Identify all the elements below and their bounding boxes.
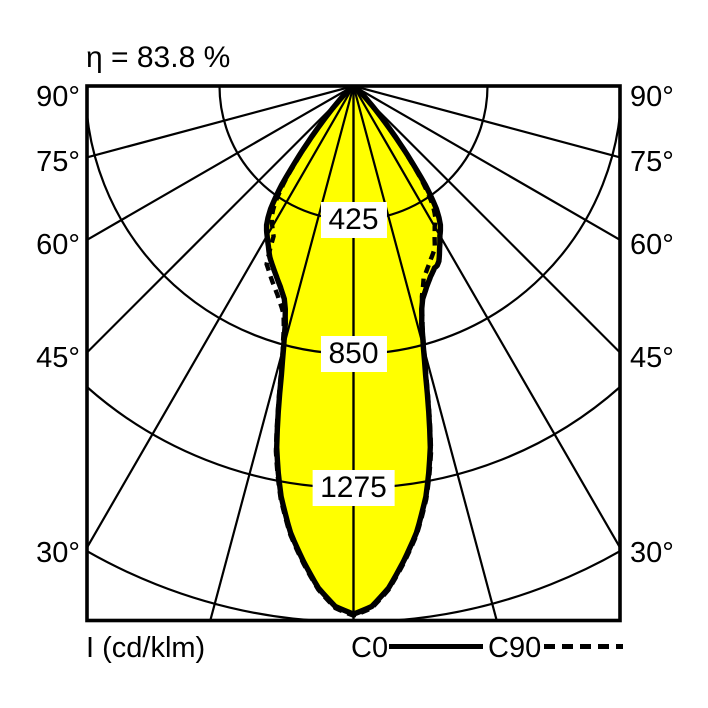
intensity-arc-label-425: 425 [320,202,387,238]
intensity-arc-label-1275: 1275 [312,470,395,506]
legend-c0-label: C0 [351,632,389,664]
angle-gridline-60 [352,86,620,242]
angle-gridline-45 [87,86,355,355]
intensity-axis-label: I (cd/klm) [86,632,206,664]
c0-curve [263,86,444,617]
plot-border [85,84,622,623]
angle-label-right-75: 75° [630,146,674,178]
angle-label-left-75: 75° [36,146,80,178]
legend-c90-label: C90 [488,632,542,664]
angle-label-left-60: 60° [36,229,80,261]
angle-gridline-60 [87,86,355,242]
angle-gridline-45 [352,86,620,355]
angle-label-right-45: 45° [630,342,674,374]
beam-curves [263,86,444,619]
intensity-arc-label-850: 850 [320,336,387,372]
angle-label-left-45: 45° [36,342,80,374]
angle-gridline-75 [353,86,620,159]
angle-gridline-75 [87,86,354,159]
efficiency-title: η = 83.8 % [86,41,231,74]
legend-c0-line-swatch [389,644,483,649]
angle-label-left-30: 30° [36,537,80,569]
angle-gridline-15 [209,86,355,621]
angle-gridline-30 [87,86,355,550]
angle-label-right-90: 90° [630,81,674,113]
legend-c90-line-swatch [544,644,623,649]
angle-gridline-30 [352,86,620,550]
angle-gridline-15 [352,86,498,621]
angle-label-right-30: 30° [630,537,674,569]
angle-label-right-60: 60° [630,229,674,261]
angle-label-left-90: 90° [36,81,80,113]
